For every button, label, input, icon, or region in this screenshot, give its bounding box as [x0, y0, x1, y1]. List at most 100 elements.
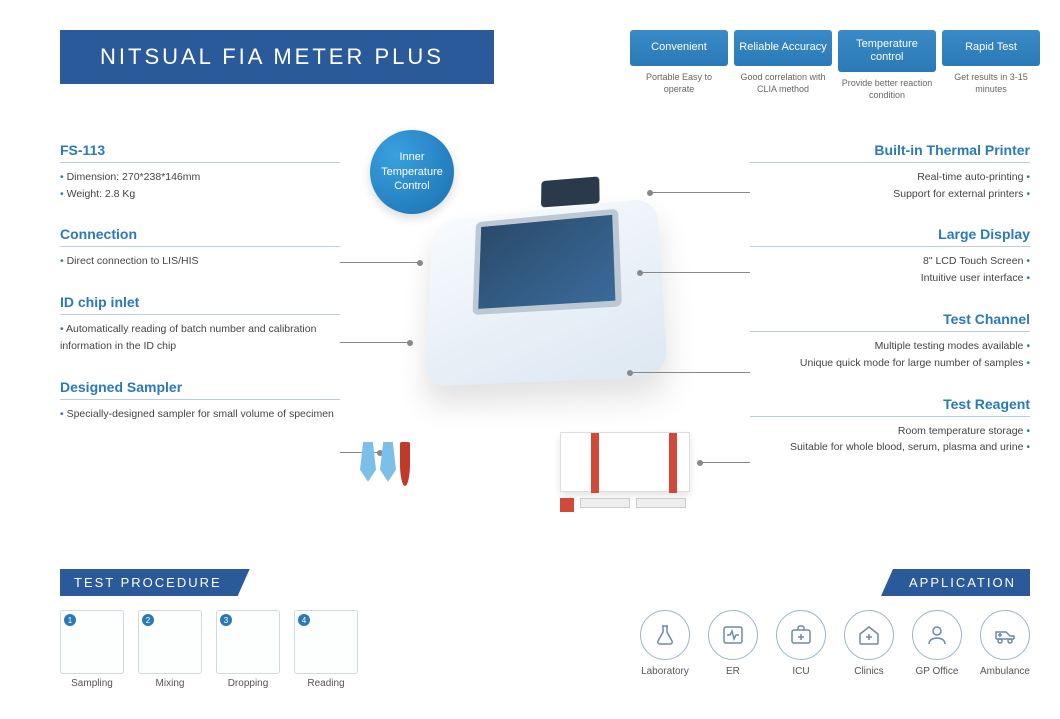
spec-item: Unique quick mode for large number of sa… — [750, 355, 1030, 372]
badge-rapid: Rapid Test Get results in 3-15 minutes — [942, 30, 1040, 102]
spec-items: Direct connection to LIS/HIS — [60, 253, 340, 270]
spec-item: Specially-designed sampler for small vol… — [60, 406, 340, 423]
medkit-icon — [776, 610, 826, 660]
reagent-strip — [636, 498, 686, 508]
sampler-illustration — [360, 442, 410, 486]
badge-label: Rapid Test — [942, 30, 1040, 66]
spec-item: Direct connection to LIS/HIS — [60, 253, 340, 270]
product-title: NITSUAL FIA METER PLUS — [60, 30, 494, 84]
test-procedure: TEST PROCEDURE 1 Sampling 2 Mixing 3 Dro… — [60, 569, 358, 689]
temperature-badge: Inner Temperature Control — [370, 130, 454, 214]
procedure-step: 1 Sampling — [60, 610, 124, 689]
reagent-box — [560, 432, 690, 492]
callout-line — [340, 342, 410, 343]
spec-items: Real-time auto-printing Support for exte… — [750, 169, 1030, 203]
procedure-step: 3 Dropping — [216, 610, 280, 689]
spec-printer: Built-in Thermal Printer Real-time auto-… — [750, 142, 1030, 203]
spec-item: Room temperature storage — [750, 423, 1030, 440]
application-section: APPLICATION Laboratory ER ICU Clinics GP… — [640, 569, 1030, 689]
spec-items: Automatically reading of batch number an… — [60, 321, 340, 355]
app-label: GP Office — [915, 666, 958, 677]
callout-line — [700, 462, 750, 463]
hospital-icon — [844, 610, 894, 660]
spec-title: Test Channel — [750, 311, 1030, 332]
app-label: Ambulance — [980, 666, 1030, 677]
spec-connection: Connection Direct connection to LIS/HIS — [60, 226, 340, 270]
step-label: Sampling — [71, 678, 113, 689]
spec-title: Test Reagent — [750, 396, 1030, 417]
spec-title: Large Display — [750, 226, 1030, 247]
badge-sub: Get results in 3-15 minutes — [942, 72, 1040, 95]
reagent-strip — [580, 498, 630, 508]
device-printer-slot — [541, 176, 600, 207]
badge-label: Reliable Accuracy — [734, 30, 832, 66]
badge-sub: Provide better reaction condition — [838, 78, 936, 101]
spec-title: Built-in Thermal Printer — [750, 142, 1030, 163]
reagent-strips — [560, 498, 686, 512]
left-spec-column: FS-113 Dimension: 270*238*146mm Weight: … — [60, 142, 340, 447]
callout-line — [650, 192, 750, 193]
sampler-tip-blue — [360, 442, 376, 482]
feature-badges: Convenient Portable Easy to operate Reli… — [630, 30, 1040, 102]
spec-channel: Test Channel Multiple testing modes avai… — [750, 311, 1030, 372]
badge-label: Convenient — [630, 30, 728, 66]
badge-sub: Portable Easy to operate — [630, 72, 728, 95]
spec-items: Room temperature storage Suitable for wh… — [750, 423, 1030, 457]
flask-icon — [640, 610, 690, 660]
app-clinics: Clinics — [844, 610, 894, 677]
right-spec-column: Built-in Thermal Printer Real-time auto-… — [750, 142, 1030, 480]
reagent-chip — [560, 498, 574, 512]
spec-id-chip: ID chip inlet Automatically reading of b… — [60, 294, 340, 355]
badge-sub: Good correlation with CLIA method — [734, 72, 832, 95]
callout-line — [630, 372, 750, 373]
app-gp: GP Office — [912, 610, 962, 677]
app-ambulance: Ambulance — [980, 610, 1030, 677]
step-reading-icon: 4 — [294, 610, 358, 674]
ambulance-icon — [980, 610, 1030, 660]
spec-item: Intuitive user interface — [750, 270, 1030, 287]
app-label: Laboratory — [641, 666, 689, 677]
spec-item: Weight: 2.8 Kg — [60, 186, 340, 203]
app-icu: ICU — [776, 610, 826, 677]
spec-items: Multiple testing modes available Unique … — [750, 338, 1030, 372]
app-label: ICU — [792, 666, 809, 677]
spec-items: Specially-designed sampler for small vol… — [60, 406, 340, 423]
spec-reagent: Test Reagent Room temperature storage Su… — [750, 396, 1030, 457]
procedure-title: TEST PROCEDURE — [60, 569, 250, 596]
spec-model: FS-113 Dimension: 270*238*146mm Weight: … — [60, 142, 340, 203]
spec-title: Connection — [60, 226, 340, 247]
application-title: APPLICATION — [881, 569, 1030, 596]
spec-title: Designed Sampler — [60, 379, 340, 400]
step-label: Dropping — [228, 678, 269, 689]
device-illustration — [400, 172, 680, 412]
callout-line — [640, 272, 750, 273]
spec-items: 8" LCD Touch Screen Intuitive user inter… — [750, 253, 1030, 287]
app-er: ER — [708, 610, 758, 677]
application-icons: Laboratory ER ICU Clinics GP Office Ambu… — [640, 610, 1030, 677]
spec-items: Dimension: 270*238*146mm Weight: 2.8 Kg — [60, 169, 340, 203]
step-dropping-icon: 3 — [216, 610, 280, 674]
sampler-tip-blue — [380, 442, 396, 482]
spec-item: Suitable for whole blood, serum, plasma … — [750, 439, 1030, 456]
spec-item: Automatically reading of batch number an… — [60, 321, 340, 355]
doctor-icon — [912, 610, 962, 660]
pulse-icon — [708, 610, 758, 660]
procedure-steps: 1 Sampling 2 Mixing 3 Dropping 4 Reading — [60, 610, 358, 689]
badge-accuracy: Reliable Accuracy Good correlation with … — [734, 30, 832, 102]
spec-item: Real-time auto-printing — [750, 169, 1030, 186]
step-label: Mixing — [156, 678, 185, 689]
bottom-section: TEST PROCEDURE 1 Sampling 2 Mixing 3 Dro… — [0, 569, 1060, 689]
callout-line — [340, 262, 420, 263]
app-laboratory: Laboratory — [640, 610, 690, 677]
procedure-step: 2 Mixing — [138, 610, 202, 689]
spec-item: 8" LCD Touch Screen — [750, 253, 1030, 270]
step-label: Reading — [307, 678, 344, 689]
badge-convenient: Convenient Portable Easy to operate — [630, 30, 728, 102]
header: NITSUAL FIA METER PLUS Convenient Portab… — [0, 0, 1060, 102]
spec-item: Dimension: 270*238*146mm — [60, 169, 340, 186]
spec-title: ID chip inlet — [60, 294, 340, 315]
spec-title: FS-113 — [60, 142, 340, 163]
procedure-step: 4 Reading — [294, 610, 358, 689]
step-sampling-icon: 1 — [60, 610, 124, 674]
app-label: Clinics — [854, 666, 883, 677]
